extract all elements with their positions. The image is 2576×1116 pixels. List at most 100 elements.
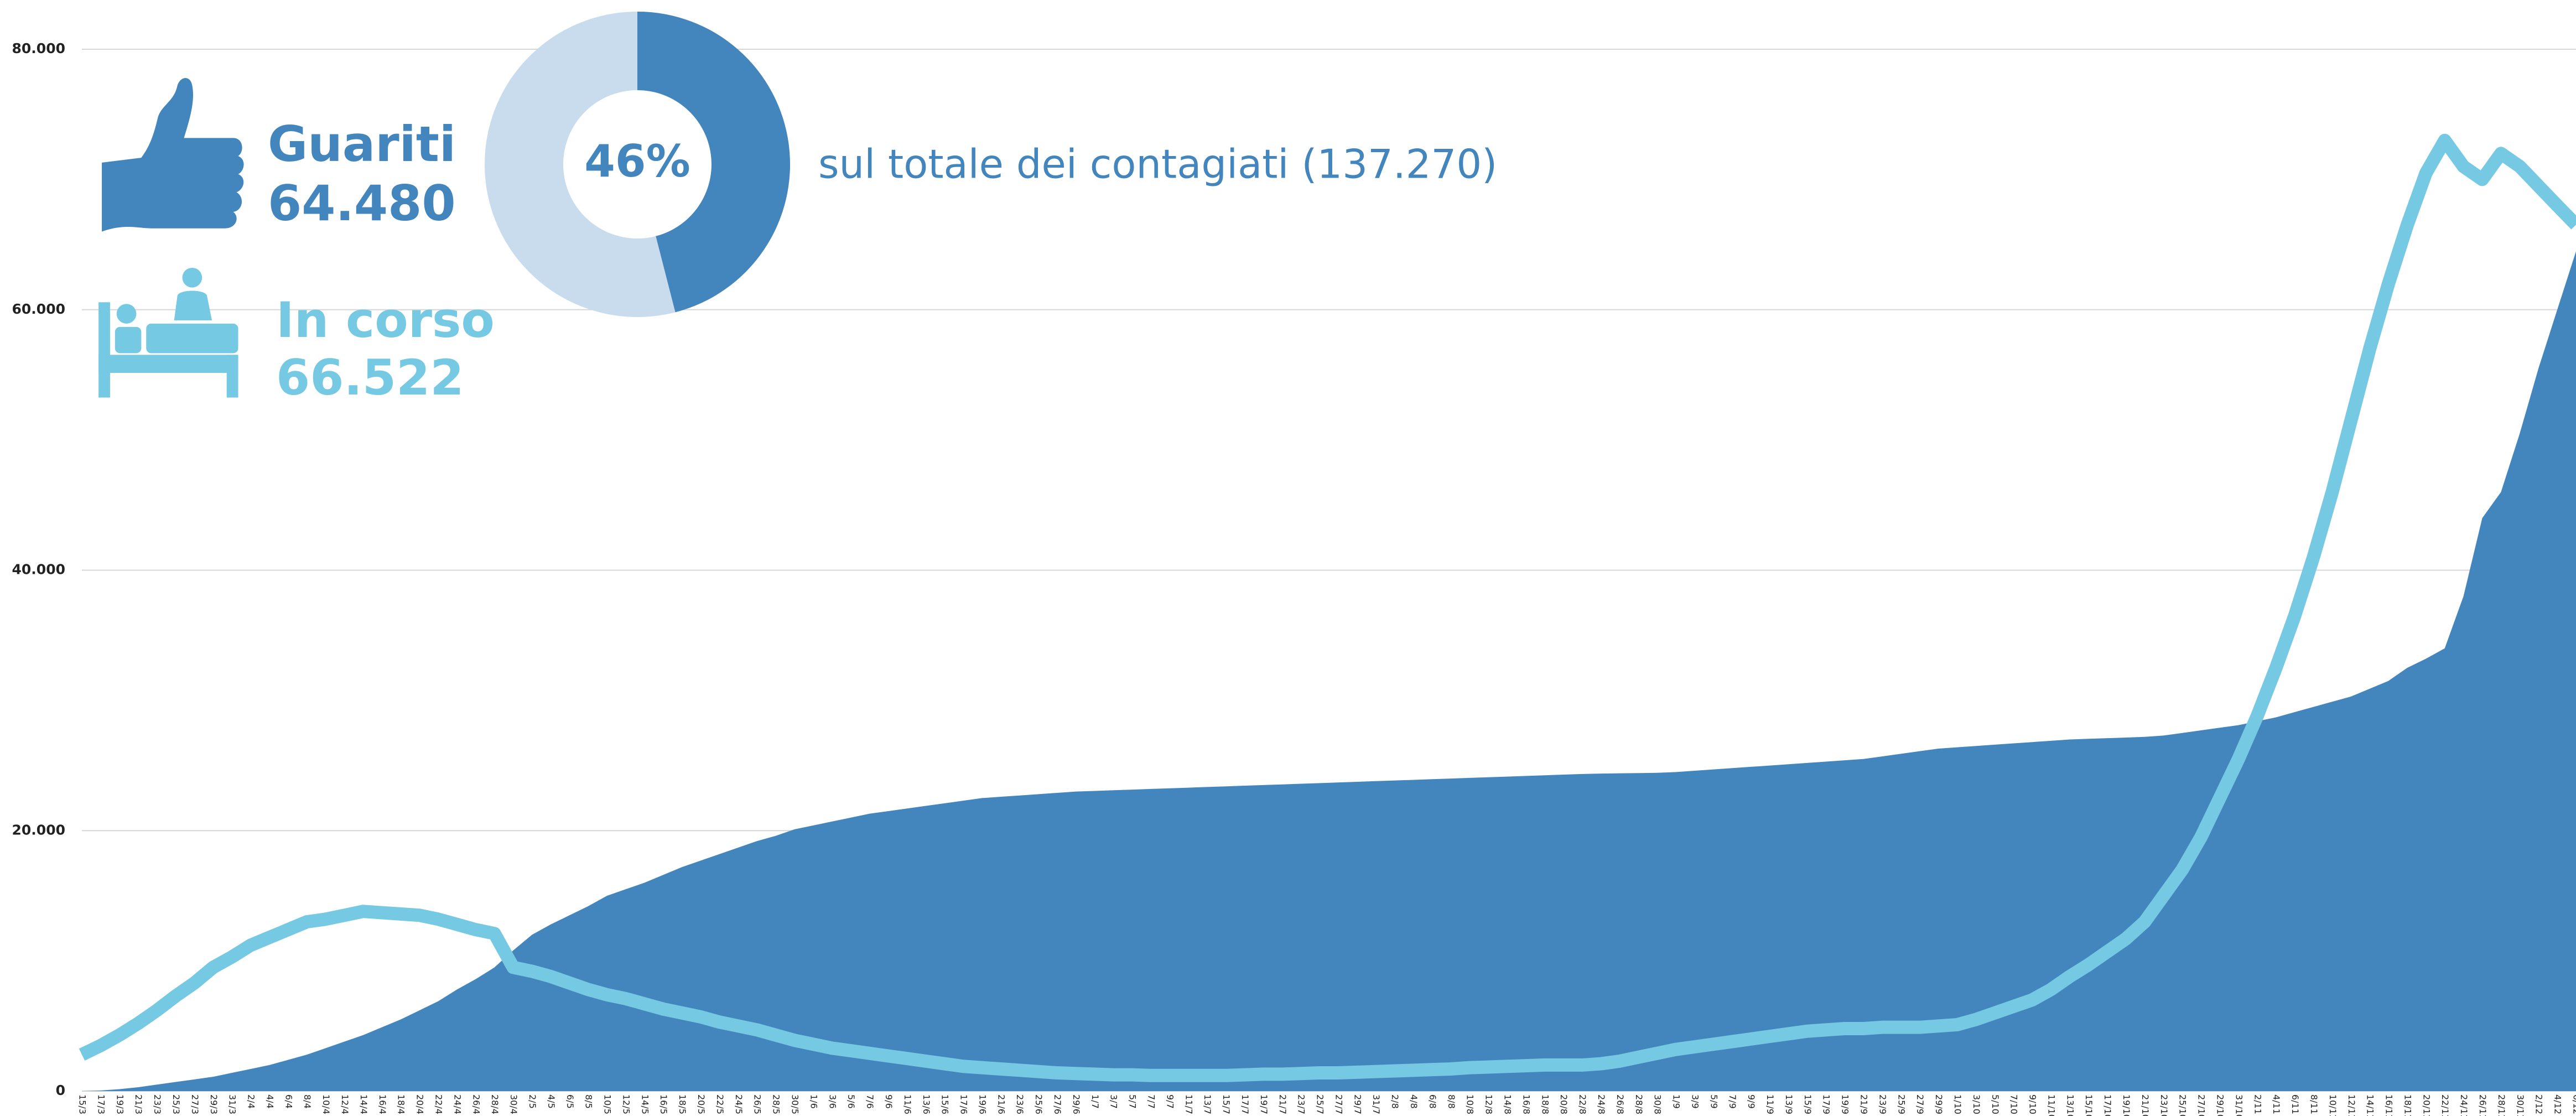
x-tick-label: 15/9 bbox=[1803, 1094, 1813, 1114]
bed-foot bbox=[226, 355, 238, 398]
recovered-value: 64.480 bbox=[268, 175, 456, 232]
x-tick-label: 16/4 bbox=[377, 1094, 388, 1114]
x-tick-label: 16/8 bbox=[1521, 1094, 1531, 1114]
x-tick-label: 5/9 bbox=[1708, 1094, 1719, 1109]
x-tick-label: 29/6 bbox=[1071, 1094, 1082, 1114]
x-tick-label: 9/9 bbox=[1746, 1094, 1757, 1109]
x-tick-label: 17/3 bbox=[96, 1094, 106, 1114]
x-tick-label: 19/3 bbox=[115, 1094, 125, 1114]
x-tick-label: 3/6 bbox=[827, 1094, 838, 1109]
active-label: In corso bbox=[276, 292, 495, 349]
y-tick-label: 80.000 bbox=[12, 40, 65, 56]
x-tick-label: 29/9 bbox=[1934, 1094, 1944, 1114]
x-tick-label: 6/12 bbox=[2572, 1094, 2576, 1114]
grid: 0 20.000 40.000 60.000 80.000 15/3 17/3 19/3 21/… bbox=[12, 40, 2576, 1116]
x-tick-label: 1/10 bbox=[1952, 1094, 1963, 1114]
x-tick-label: 2/4 bbox=[246, 1094, 257, 1109]
x-tick-label: 17/10 bbox=[2102, 1094, 2113, 1116]
x-tick-label: 4/12 bbox=[2553, 1094, 2563, 1114]
x-tick-label: 21/10 bbox=[2140, 1094, 2151, 1116]
x-tick-label: 9/6 bbox=[884, 1094, 894, 1109]
x-tick-label: 10/5 bbox=[603, 1094, 613, 1114]
bed-head bbox=[98, 302, 110, 398]
x-tick-label: 3/7 bbox=[1109, 1094, 1119, 1109]
x-tick-label: 31/7 bbox=[1371, 1094, 1382, 1114]
x-tick-label: 14/8 bbox=[1503, 1094, 1513, 1114]
x-tick-label: 15/3 bbox=[77, 1094, 88, 1114]
x-tick-label: 5/6 bbox=[846, 1094, 856, 1109]
x-tick-label: 7/7 bbox=[1146, 1094, 1157, 1109]
x-tick-label: 22/4 bbox=[434, 1094, 444, 1114]
x-tick-label: 2/12 bbox=[2534, 1094, 2544, 1114]
thumb-icon bbox=[102, 78, 244, 232]
donut bbox=[485, 12, 790, 317]
x-tick-label: 6/4 bbox=[283, 1094, 294, 1109]
x-tick-label: 31/3 bbox=[227, 1094, 238, 1114]
x-tick-label: 25/9 bbox=[1896, 1094, 1907, 1114]
x-tick-label: 10/8 bbox=[1465, 1094, 1476, 1114]
y-tick-label: 0 bbox=[56, 1082, 65, 1098]
x-tick-label: 18/8 bbox=[1540, 1094, 1550, 1114]
x-tick-label: 26/8 bbox=[1615, 1094, 1625, 1114]
x-tick-label: 27/6 bbox=[1052, 1094, 1063, 1114]
x-tick-label: 20/4 bbox=[415, 1094, 425, 1114]
x-tick-label: 24/4 bbox=[452, 1094, 463, 1114]
x-tick-label: 8/4 bbox=[302, 1094, 313, 1109]
x-tick-label: 5/7 bbox=[1128, 1094, 1138, 1109]
x-tick-label: 25/6 bbox=[1033, 1094, 1044, 1114]
x-tick-label: 27/3 bbox=[190, 1094, 200, 1114]
x-tick-label: 21/6 bbox=[996, 1094, 1006, 1114]
x-tick-label: 13/9 bbox=[1784, 1094, 1794, 1114]
x-tick-label: 2/11 bbox=[2252, 1094, 2263, 1114]
x-tick-label: 15/10 bbox=[2084, 1094, 2094, 1116]
x-tick-label: 20/11 bbox=[2421, 1094, 2432, 1116]
x-tick-label: 7/6 bbox=[865, 1094, 875, 1109]
x-tick-label: 25/3 bbox=[171, 1094, 181, 1114]
x-tick-label: 3/9 bbox=[1690, 1094, 1700, 1109]
x-tick-label: 30/5 bbox=[790, 1094, 801, 1114]
y-tick-label: 60.000 bbox=[12, 301, 65, 317]
x-tick-label: 14/4 bbox=[359, 1094, 369, 1114]
x-tick-label: 11/7 bbox=[1183, 1094, 1194, 1114]
x-tick-label: 21/7 bbox=[1277, 1094, 1288, 1114]
x-tick-label: 24/11 bbox=[2459, 1094, 2469, 1116]
line bbox=[79, 133, 2576, 1082]
patient-head bbox=[116, 304, 137, 324]
x-tick-label: 12/8 bbox=[1484, 1094, 1494, 1114]
x-tick-label: 22/5 bbox=[715, 1094, 725, 1114]
x-tick-label: 7/9 bbox=[1727, 1094, 1738, 1109]
x-tick-label: 20/8 bbox=[1559, 1094, 1569, 1114]
x-tick-label: 1/6 bbox=[808, 1094, 819, 1109]
thumb-shape bbox=[102, 78, 244, 232]
x-tick-label: 10/4 bbox=[321, 1094, 331, 1114]
x-tick-label: 19/9 bbox=[1840, 1094, 1851, 1114]
x-tick-label: 25/7 bbox=[1315, 1094, 1326, 1114]
x-tick-label: 23/10 bbox=[2159, 1094, 2169, 1116]
x-tick-label: 18/4 bbox=[396, 1094, 407, 1114]
x-tick-label: 16/11 bbox=[2384, 1094, 2395, 1116]
share-label: 46% bbox=[584, 136, 690, 187]
x-tick-label: 13/7 bbox=[1202, 1094, 1213, 1114]
bed-icon bbox=[98, 267, 238, 398]
x-tick-label: 19/7 bbox=[1259, 1094, 1269, 1114]
x-tick-label: 17/6 bbox=[959, 1094, 969, 1114]
share-note: sul totale dei contagiati (137.270) bbox=[818, 141, 1497, 188]
x-tick-label: 19/6 bbox=[977, 1094, 988, 1114]
x-tick-label: 21/9 bbox=[1859, 1094, 1869, 1114]
recovered-label: Guariti bbox=[268, 116, 456, 173]
donut-share bbox=[637, 12, 790, 313]
x-tick-label: 3/10 bbox=[1971, 1094, 1982, 1114]
x-tick-label: 28/8 bbox=[1634, 1094, 1644, 1114]
x-tick-label: 26/4 bbox=[471, 1094, 481, 1114]
x-tick-label: 2/8 bbox=[1390, 1094, 1400, 1109]
x-tick-label: 9/10 bbox=[2028, 1094, 2038, 1114]
x-tick-label: 11/9 bbox=[1765, 1094, 1775, 1114]
blanket bbox=[146, 323, 238, 354]
x-tick-label: 4/4 bbox=[264, 1094, 275, 1109]
x-tick-label: 28/4 bbox=[490, 1094, 500, 1114]
x-tick-label: 12/11 bbox=[2346, 1094, 2357, 1116]
x-tick-label: 6/5 bbox=[565, 1094, 575, 1109]
x-tick-label: 24/8 bbox=[1596, 1094, 1607, 1114]
x-tick-label: 15/6 bbox=[940, 1094, 951, 1114]
x-tick-label: 28/11 bbox=[2496, 1094, 2507, 1116]
